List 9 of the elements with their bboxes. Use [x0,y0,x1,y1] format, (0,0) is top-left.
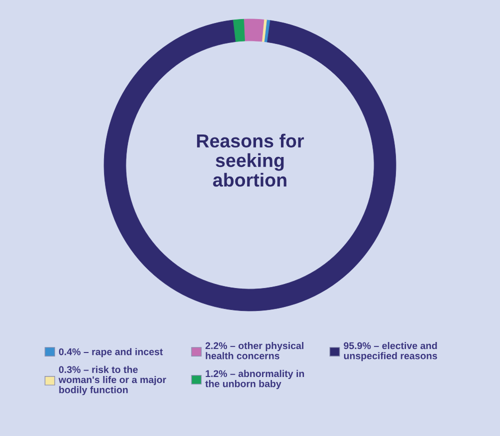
legend-label: 95.9% – elective and unspecified reasons [344,342,438,362]
legend-label: 0.4% – rape and incest [58,348,163,358]
donut-slice [232,18,245,42]
legend-label: 1.2% – abnormality in the unborn baby [205,370,304,390]
legend-label: 2.2% – other physical health concerns [206,342,304,360]
text: Reasons for seeking abortion [197,134,304,187]
donut-slice [104,20,396,312]
legend-label: 0.3% – risk to the woman's life or a major bodily function [58,366,166,396]
donut-slice [244,18,264,42]
